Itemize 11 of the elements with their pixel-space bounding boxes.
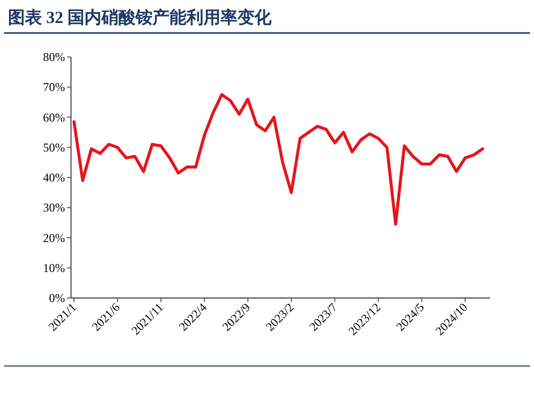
y-tick-label: 10%	[43, 260, 65, 275]
y-tick-label: 60%	[43, 110, 65, 124]
chart-title: 图表 32 国内硝酸铵产能利用率变化	[8, 8, 272, 27]
line-series	[72, 93, 484, 226]
y-tick-label: 40%	[43, 170, 65, 184]
y-tick-label: 80%	[43, 50, 65, 64]
y-tick-label: 20%	[43, 230, 65, 245]
y-tick-label: 30%	[43, 200, 65, 215]
y-tick-label: 70%	[43, 80, 65, 94]
y-tick-label: 50%	[43, 140, 65, 154]
y-tick-label: 0%	[49, 291, 65, 305]
